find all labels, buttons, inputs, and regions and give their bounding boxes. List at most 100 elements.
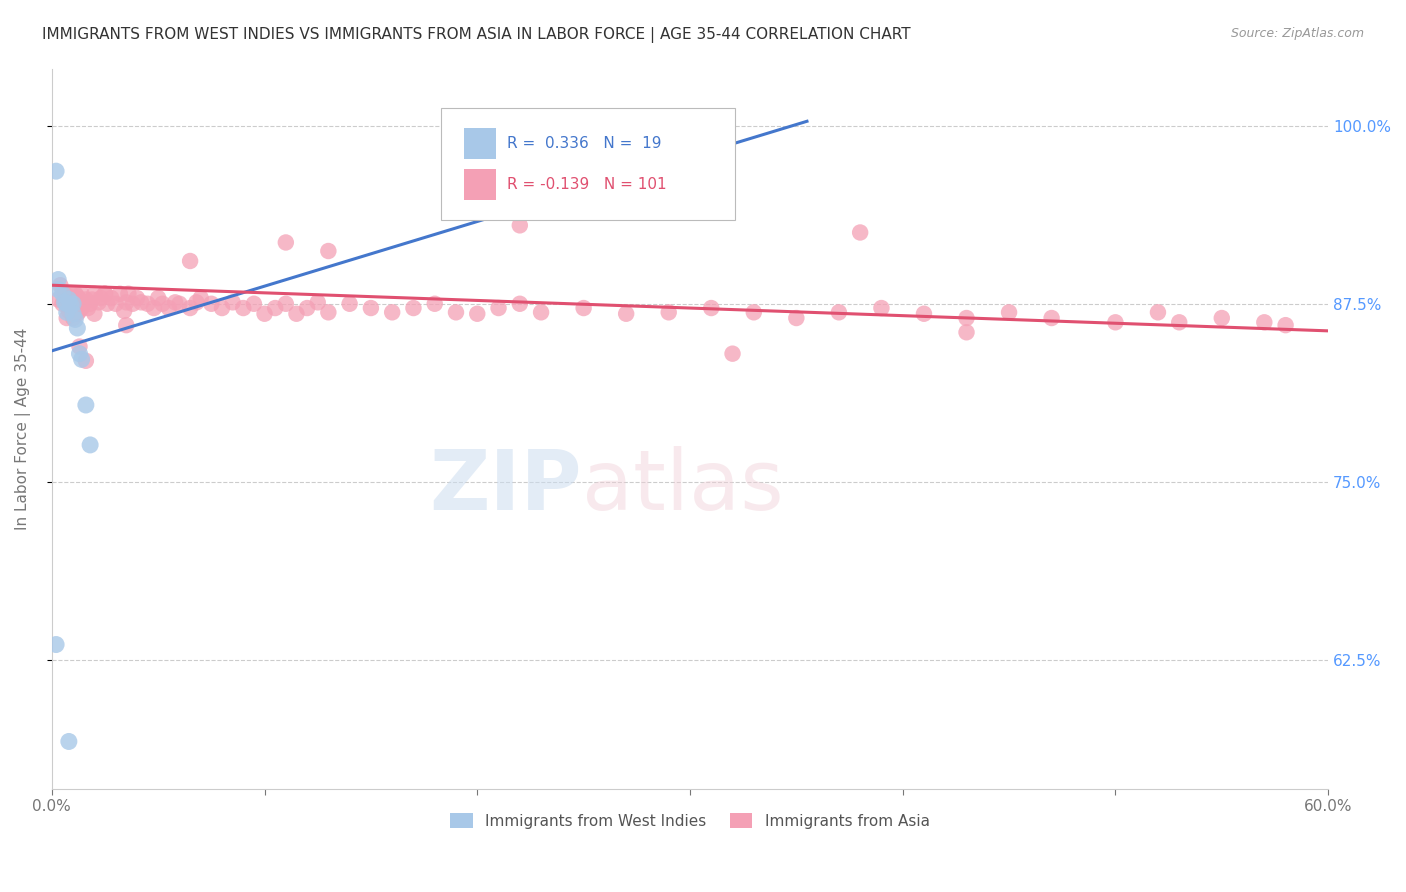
Point xyxy=(339,297,361,311)
Point xyxy=(509,219,531,233)
Point xyxy=(264,301,287,315)
Point xyxy=(232,301,254,315)
FancyBboxPatch shape xyxy=(464,169,496,200)
Point xyxy=(211,301,233,315)
Point xyxy=(849,226,872,240)
Point xyxy=(75,293,97,307)
Point xyxy=(58,293,80,307)
Point xyxy=(179,254,201,268)
Point xyxy=(51,297,73,311)
Point xyxy=(55,297,77,311)
Point xyxy=(79,297,101,311)
Point xyxy=(66,290,89,304)
Point xyxy=(69,340,91,354)
Point xyxy=(129,295,152,310)
Point xyxy=(46,272,69,286)
Point xyxy=(75,353,97,368)
Point xyxy=(55,305,77,319)
Point xyxy=(423,297,446,311)
Point xyxy=(402,301,425,315)
Point xyxy=(169,297,191,311)
Point xyxy=(157,301,180,315)
Point xyxy=(318,244,340,258)
Point xyxy=(136,297,159,311)
Point xyxy=(58,304,80,318)
Point xyxy=(955,311,977,326)
Point xyxy=(115,295,138,310)
Point xyxy=(117,286,139,301)
Point xyxy=(51,286,73,301)
Point xyxy=(90,291,112,305)
Point xyxy=(69,304,91,318)
Point xyxy=(46,293,69,307)
Point xyxy=(46,283,69,297)
Point xyxy=(70,301,93,315)
Point xyxy=(614,307,637,321)
Point xyxy=(179,301,201,315)
Point xyxy=(785,311,807,326)
Point xyxy=(112,304,135,318)
Point xyxy=(1040,311,1063,326)
Point xyxy=(186,295,208,310)
Point xyxy=(274,235,297,250)
Point xyxy=(66,307,89,321)
FancyBboxPatch shape xyxy=(441,108,735,219)
FancyBboxPatch shape xyxy=(464,128,496,159)
Text: IMMIGRANTS FROM WEST INDIES VS IMMIGRANTS FROM ASIA IN LABOR FORCE | AGE 35-44 C: IMMIGRANTS FROM WEST INDIES VS IMMIGRANT… xyxy=(42,27,911,43)
Point xyxy=(69,346,91,360)
Point xyxy=(115,318,138,333)
Point xyxy=(125,291,148,305)
Point xyxy=(295,301,318,315)
Point xyxy=(83,307,105,321)
Point xyxy=(94,286,117,301)
Point xyxy=(742,305,765,319)
Point xyxy=(58,734,80,748)
Point xyxy=(70,286,93,301)
Point xyxy=(243,297,266,311)
Legend: Immigrants from West Indies, Immigrants from Asia: Immigrants from West Indies, Immigrants … xyxy=(444,806,936,835)
Point xyxy=(165,295,187,310)
Point xyxy=(73,295,96,310)
Point xyxy=(721,346,744,360)
Point xyxy=(75,398,97,412)
Point xyxy=(62,307,84,321)
Point xyxy=(70,352,93,367)
Point xyxy=(55,311,77,326)
Text: Source: ZipAtlas.com: Source: ZipAtlas.com xyxy=(1230,27,1364,40)
Point xyxy=(100,291,122,305)
Point xyxy=(49,278,72,293)
Point xyxy=(307,295,329,310)
Point xyxy=(700,301,723,315)
Point xyxy=(1104,315,1126,329)
Text: R =  0.336   N =  19: R = 0.336 N = 19 xyxy=(508,136,662,151)
Text: atlas: atlas xyxy=(582,446,783,526)
Point xyxy=(104,297,127,311)
Point xyxy=(381,305,404,319)
Point xyxy=(77,301,100,315)
Point xyxy=(509,297,531,311)
Point xyxy=(360,301,382,315)
Point xyxy=(108,286,131,301)
Point xyxy=(62,295,84,310)
Point xyxy=(488,301,510,315)
Point xyxy=(62,311,84,326)
Y-axis label: In Labor Force | Age 35-44: In Labor Force | Age 35-44 xyxy=(15,327,31,530)
Point xyxy=(94,286,117,301)
Point xyxy=(79,438,101,452)
Point xyxy=(65,301,87,315)
Point xyxy=(444,305,467,319)
Point xyxy=(65,312,87,326)
Point xyxy=(59,298,82,312)
Point xyxy=(1253,315,1275,329)
Point xyxy=(152,297,174,311)
Point xyxy=(200,297,222,311)
Point xyxy=(912,307,935,321)
Point xyxy=(658,305,681,319)
Point xyxy=(69,293,91,307)
Point xyxy=(53,286,76,301)
Point xyxy=(59,301,82,315)
Point xyxy=(82,293,104,307)
Point xyxy=(45,638,67,652)
Point xyxy=(870,301,893,315)
Point xyxy=(1147,305,1170,319)
